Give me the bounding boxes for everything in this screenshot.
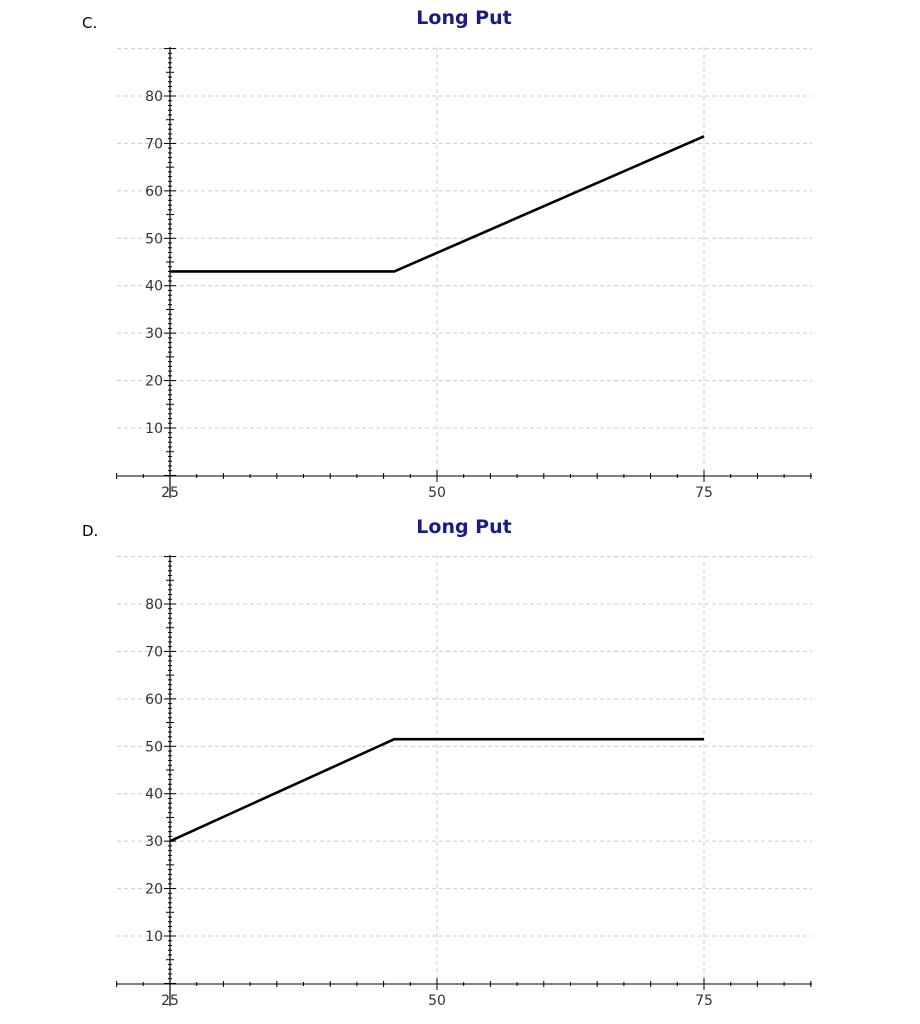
y-tick-label: 70 bbox=[145, 644, 163, 660]
y-tick-label: 20 bbox=[145, 882, 163, 898]
chart-panel-c: C. Long Put 25 50 75 10 20 30 40 50 60 70 80 bbox=[0, 0, 920, 510]
y-tick-label: 10 bbox=[145, 421, 163, 437]
x-tick-label: 50 bbox=[428, 485, 446, 501]
y-tick-label: 60 bbox=[145, 692, 163, 708]
y-tick-label: 70 bbox=[145, 136, 163, 152]
y-tick-label: 20 bbox=[145, 374, 163, 390]
chart-d: 25 50 75 10 20 30 40 50 60 70 80 bbox=[116, 555, 812, 1009]
y-tick-label: 80 bbox=[145, 597, 163, 613]
chart-panel-d: D. Long Put 25 50 75 10 20 30 40 50 60 70 80 bbox=[0, 508, 920, 1024]
grid bbox=[117, 555, 812, 984]
series-line bbox=[169, 737, 704, 843]
series-line bbox=[170, 135, 705, 273]
chart-title-c: Long Put bbox=[416, 7, 512, 29]
y-tick-label: 10 bbox=[145, 929, 163, 945]
x-tick-label: 75 bbox=[695, 485, 713, 501]
chart-c: 25 50 75 10 20 30 40 50 60 70 80 bbox=[116, 47, 812, 501]
y-tick-label: 30 bbox=[145, 326, 163, 342]
option-label-d: D. bbox=[82, 522, 99, 540]
axes: 25 50 75 10 20 30 40 50 60 70 80 bbox=[116, 555, 812, 1009]
y-tick-label: 50 bbox=[145, 231, 163, 247]
x-tick-label: 75 bbox=[695, 993, 713, 1009]
y-tick-label: 40 bbox=[145, 787, 163, 803]
y-tick-label: 50 bbox=[145, 739, 163, 755]
axes: 25 50 75 10 20 30 40 50 60 70 80 bbox=[116, 47, 812, 501]
chart-title-d: Long Put bbox=[416, 516, 512, 538]
x-tick-label: 50 bbox=[428, 993, 446, 1009]
x-tick-label: 25 bbox=[161, 485, 179, 501]
grid bbox=[117, 47, 812, 476]
option-label-c: C. bbox=[82, 14, 98, 32]
y-tick-label: 60 bbox=[145, 184, 163, 200]
y-tick-label: 30 bbox=[145, 834, 163, 850]
y-tick-label: 80 bbox=[145, 89, 163, 105]
y-tick-label: 40 bbox=[145, 279, 163, 295]
x-tick-label: 25 bbox=[161, 993, 179, 1009]
